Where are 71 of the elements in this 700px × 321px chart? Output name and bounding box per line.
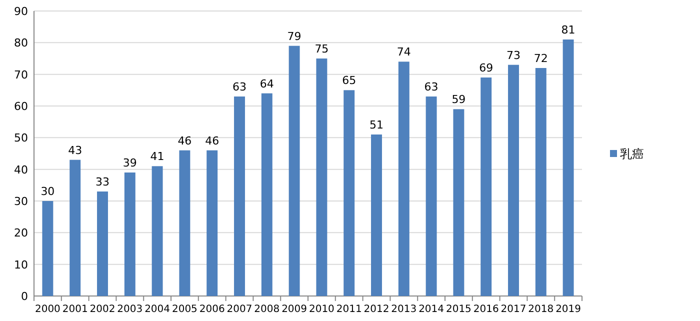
x-tick-label: 2000 bbox=[34, 304, 60, 315]
bar bbox=[398, 62, 410, 296]
x-tick-label: 2005 bbox=[172, 304, 198, 315]
bar bbox=[42, 201, 54, 296]
bar bbox=[426, 96, 437, 296]
data-label: 79 bbox=[287, 30, 302, 43]
x-tick-label: 2008 bbox=[254, 304, 280, 315]
x-tick-label: 2003 bbox=[117, 304, 143, 315]
bar bbox=[179, 150, 190, 296]
y-tick-label: 70 bbox=[14, 68, 28, 82]
x-tick-label: 2004 bbox=[144, 304, 170, 315]
x-tick-label: 2016 bbox=[473, 304, 499, 315]
bar bbox=[234, 96, 245, 296]
data-label: 39 bbox=[122, 156, 137, 170]
x-tick-label: 2013 bbox=[391, 304, 417, 315]
x-tick-label: 2002 bbox=[90, 304, 116, 315]
data-label: 46 bbox=[178, 134, 192, 148]
data-label: 43 bbox=[68, 144, 82, 157]
bar bbox=[535, 68, 546, 296]
data-label: 73 bbox=[506, 48, 520, 62]
x-tick-label: 2018 bbox=[528, 304, 554, 315]
bar bbox=[206, 150, 218, 296]
x-tick-label: 2014 bbox=[418, 304, 444, 315]
x-tick-label: 2011 bbox=[336, 304, 362, 315]
data-label: 33 bbox=[96, 176, 110, 188]
data-label: 65 bbox=[342, 74, 356, 88]
y-tick-label: 60 bbox=[14, 100, 28, 113]
bar bbox=[371, 134, 382, 296]
y-tick-label: 50 bbox=[14, 132, 28, 145]
x-tick-label: 2006 bbox=[199, 304, 225, 315]
data-label: 81 bbox=[561, 24, 576, 36]
bar bbox=[480, 78, 492, 296]
bar bbox=[344, 90, 355, 296]
bar bbox=[508, 64, 519, 296]
bar bbox=[288, 46, 300, 296]
data-label: 63 bbox=[424, 80, 438, 94]
y-tick-label: 20 bbox=[14, 226, 28, 240]
legend-label: 乳癌 bbox=[620, 147, 644, 161]
x-tick-label: 2015 bbox=[446, 304, 472, 315]
y-tick-label: 80 bbox=[14, 36, 28, 50]
bar bbox=[562, 40, 574, 296]
bar bbox=[261, 93, 272, 296]
bar bbox=[124, 172, 136, 296]
data-label: 46 bbox=[205, 134, 220, 148]
x-tick-label: 2007 bbox=[226, 304, 252, 315]
data-label: 51 bbox=[370, 118, 384, 132]
bar bbox=[70, 160, 81, 296]
bar bbox=[97, 192, 108, 296]
x-tick-label: 2017 bbox=[500, 304, 526, 315]
data-label: 72 bbox=[534, 52, 548, 65]
bar bbox=[316, 58, 328, 296]
y-tick-label: 0 bbox=[21, 290, 28, 303]
bar bbox=[453, 109, 464, 296]
data-label: 59 bbox=[452, 93, 466, 106]
data-label: 64 bbox=[260, 77, 274, 90]
x-tick-label: 2019 bbox=[556, 304, 582, 315]
data-label: 75 bbox=[314, 42, 329, 56]
x-tick-label: 2009 bbox=[282, 304, 308, 315]
y-tick-label: 40 bbox=[14, 163, 28, 176]
data-label: 30 bbox=[40, 185, 55, 198]
y-tick-label: 10 bbox=[14, 258, 28, 272]
data-label: 41 bbox=[150, 150, 164, 164]
bar bbox=[152, 166, 163, 296]
data-label: 63 bbox=[232, 80, 246, 94]
y-tick-label: 90 bbox=[14, 5, 28, 18]
y-tick-label: 30 bbox=[14, 195, 28, 208]
data-label: 69 bbox=[479, 62, 494, 74]
data-label: 74 bbox=[396, 46, 411, 59]
x-tick-label: 2001 bbox=[62, 304, 88, 315]
x-tick-label: 2012 bbox=[364, 304, 390, 315]
x-tick-label: 2010 bbox=[308, 304, 334, 315]
